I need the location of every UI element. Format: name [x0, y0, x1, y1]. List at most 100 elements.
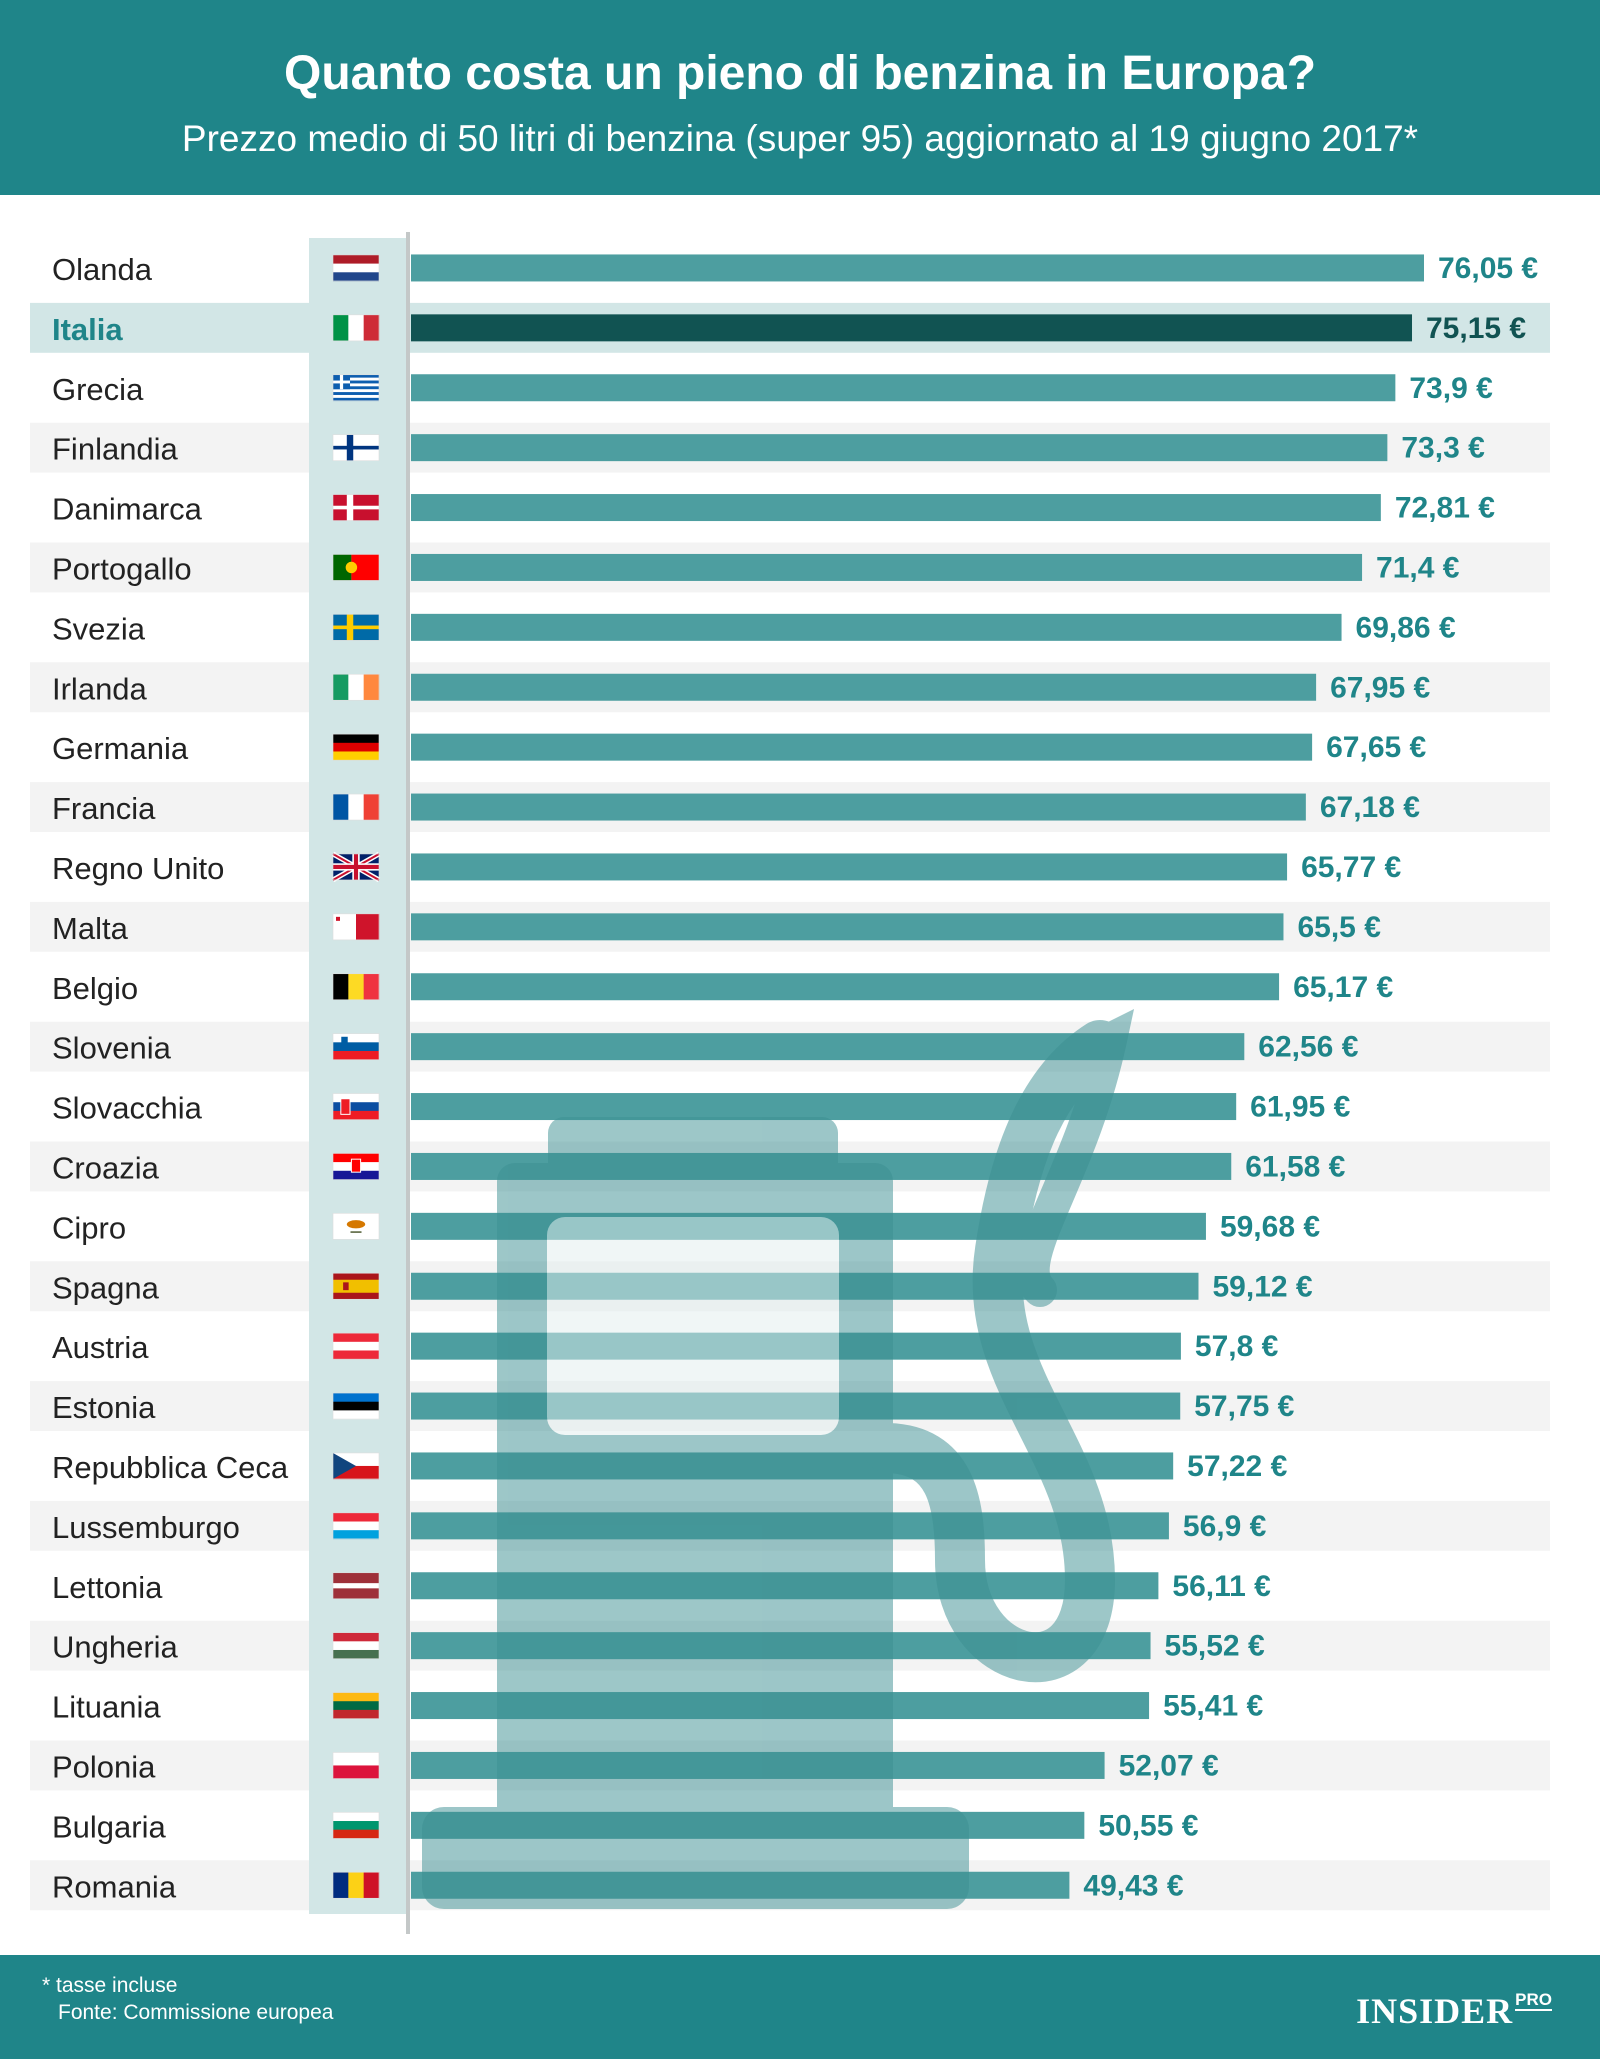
chart-header: Quanto costa un pieno di benzina in Euro…: [0, 0, 1600, 195]
bar: [411, 434, 1388, 462]
si-flag-icon: [332, 1033, 380, 1060]
pl-flag-icon: [332, 1752, 380, 1779]
value-label: 75,15 €: [1426, 312, 1526, 345]
country-labels: Olanda Italia Grecia Finlandia Danimarca Port…: [52, 252, 289, 1904]
country-label: Polonia: [52, 1749, 156, 1784]
bar: [411, 254, 1424, 282]
country-label: Germania: [52, 731, 189, 766]
country-label: Italia: [52, 312, 123, 347]
value-label: 61,58 €: [1245, 1150, 1345, 1183]
country-label: Ungheria: [52, 1630, 179, 1665]
country-label: Irlanda: [52, 671, 148, 706]
gb-flag-icon: [331, 851, 381, 883]
country-label: Olanda: [52, 252, 153, 287]
bar: [411, 673, 1317, 701]
fr-flag-icon: [332, 793, 380, 821]
country-label: Croazia: [52, 1150, 160, 1185]
country-label: Grecia: [52, 372, 144, 407]
footnote: * tasse incluse: [42, 1974, 178, 1997]
lu-flag-icon: [332, 1512, 380, 1540]
bar: [411, 1272, 1199, 1300]
country-label: Lituania: [52, 1690, 161, 1725]
bar: [411, 1452, 1174, 1480]
value-label: 49,43 €: [1083, 1869, 1183, 1902]
bar: [411, 1332, 1181, 1360]
hr-flag-icon: [332, 1153, 380, 1180]
country-label: Cipro: [52, 1210, 126, 1245]
value-label: 65,77 €: [1301, 851, 1401, 884]
fi-flag-icon: [332, 434, 380, 461]
bar: [411, 1512, 1169, 1540]
country-label: Danimarca: [52, 492, 203, 527]
country-label: Finlandia: [52, 432, 179, 467]
chart-subtitle: Prezzo medio di 50 litri di benzina (sup…: [181, 118, 1419, 159]
country-label: Lussemburgo: [52, 1510, 240, 1545]
bar: [411, 913, 1284, 941]
bar: [411, 1392, 1181, 1420]
dk-flag-icon: [332, 494, 380, 521]
bar: [411, 613, 1342, 641]
chart-title: Quanto costa un pieno di benzina in Euro…: [283, 47, 1317, 100]
pt-flag-icon: [332, 554, 380, 581]
country-label: Portogallo: [52, 551, 192, 586]
ro-flag-icon: [332, 1871, 380, 1899]
country-label: Romania: [52, 1869, 177, 1904]
bar: [411, 494, 1381, 522]
chart-footer: * tasse incluse Fonte: Commissione europ…: [0, 1955, 1600, 2059]
bar: [411, 853, 1288, 881]
source-note: Fonte: Commissione europea: [58, 2001, 334, 2024]
bar: [411, 1152, 1232, 1180]
value-label: 59,68 €: [1220, 1210, 1320, 1243]
bar: [411, 1212, 1206, 1240]
cy-flag-icon: [332, 1213, 380, 1240]
country-label: Slovacchia: [52, 1091, 203, 1126]
country-label: Francia: [52, 791, 156, 826]
country-label: Estonia: [52, 1390, 156, 1425]
value-label: 69,86 €: [1356, 611, 1456, 644]
country-label: Spagna: [52, 1270, 160, 1305]
brand-logo-sub: PRO: [1515, 1990, 1552, 2011]
value-label: 73,9 €: [1409, 372, 1493, 405]
value-label: 56,11 €: [1172, 1570, 1271, 1603]
bar: [411, 973, 1280, 1001]
value-label: 55,41 €: [1163, 1690, 1263, 1723]
value-label: 71,4 €: [1376, 551, 1460, 584]
nl-flag-icon: [332, 254, 380, 282]
bar: [411, 1033, 1245, 1061]
it-flag-icon: [332, 314, 380, 342]
brand-logo: INSIDER PRO: [1356, 1991, 1552, 2031]
flag-column-band: [309, 238, 409, 1914]
be-flag-icon: [332, 973, 380, 1001]
value-label: 52,07 €: [1119, 1749, 1219, 1782]
country-label: Repubblica Ceca: [52, 1450, 289, 1485]
value-label: 59,12 €: [1212, 1270, 1312, 1303]
value-label: 76,05 €: [1438, 252, 1538, 285]
value-label: 61,95 €: [1250, 1091, 1350, 1124]
bar: [411, 733, 1313, 761]
bar-chart: Olanda Italia Grecia Finlandia Danimarca Port…: [30, 232, 1550, 1934]
value-label: 67,65 €: [1326, 731, 1426, 764]
value-label: 50,55 €: [1098, 1809, 1198, 1842]
value-label: 72,81 €: [1395, 492, 1495, 525]
bg-flag-icon: [332, 1812, 380, 1839]
value-label: 65,17 €: [1293, 971, 1393, 1004]
bar: [411, 1871, 1070, 1899]
country-label: Belgio: [52, 971, 138, 1006]
country-label: Regno Unito: [52, 851, 224, 886]
cz-flag-icon: [332, 1452, 380, 1480]
value-label: 55,52 €: [1165, 1630, 1265, 1663]
bar: [411, 1692, 1150, 1720]
value-label: 73,3 €: [1401, 432, 1485, 465]
lv-flag-icon: [332, 1572, 380, 1600]
bar: [411, 374, 1396, 402]
country-label: Lettonia: [52, 1570, 163, 1605]
bar: [411, 1572, 1159, 1600]
country-label: Bulgaria: [52, 1809, 166, 1844]
value-label: 67,95 €: [1330, 671, 1430, 704]
bar: [411, 1632, 1151, 1660]
value-label: 67,18 €: [1320, 791, 1420, 824]
value-label: 57,8 €: [1195, 1330, 1279, 1363]
ee-flag-icon: [332, 1392, 380, 1420]
at-flag-icon: [332, 1332, 380, 1360]
lt-flag-icon: [332, 1692, 380, 1719]
